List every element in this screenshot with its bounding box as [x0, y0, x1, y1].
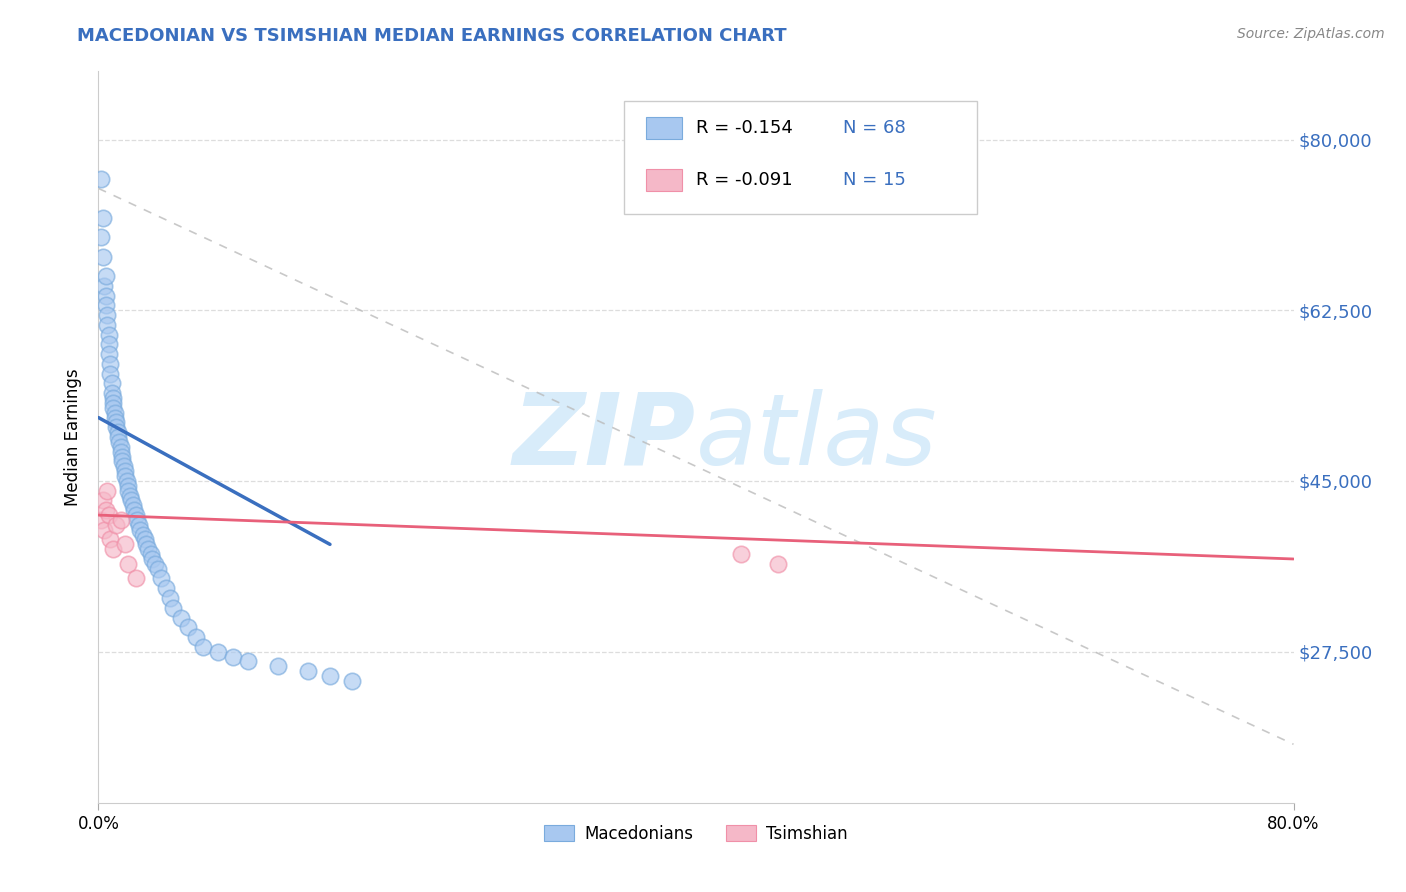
Text: N = 15: N = 15 — [844, 170, 905, 188]
Point — [97, 347, 120, 361]
Point — [114, 469, 136, 483]
Point — [162, 600, 184, 615]
Text: R = -0.091: R = -0.091 — [696, 170, 793, 188]
Point — [159, 591, 181, 605]
Point — [124, 503, 146, 517]
FancyBboxPatch shape — [645, 118, 682, 139]
Point — [127, 513, 149, 527]
FancyBboxPatch shape — [645, 169, 682, 191]
Point — [112, 459, 135, 474]
Point — [103, 396, 125, 410]
Point — [121, 499, 143, 513]
Point — [139, 547, 162, 561]
Text: MACEDONIAN VS TSIMSHIAN MEDIAN EARNINGS CORRELATION CHART: MACEDONIAN VS TSIMSHIAN MEDIAN EARNINGS … — [77, 27, 787, 45]
Point — [93, 523, 115, 537]
Point — [129, 523, 152, 537]
Point — [125, 572, 148, 586]
Point — [105, 517, 128, 532]
Point — [103, 391, 125, 405]
Text: R = -0.154: R = -0.154 — [696, 120, 793, 137]
Point — [117, 479, 139, 493]
Point — [135, 537, 157, 551]
Point — [111, 454, 134, 468]
Point — [104, 406, 127, 420]
Point — [120, 493, 142, 508]
Point — [98, 357, 122, 371]
Text: atlas: atlas — [696, 389, 938, 485]
Point — [115, 474, 138, 488]
Point — [143, 557, 166, 571]
Point — [110, 444, 132, 458]
Point — [766, 557, 789, 571]
Point — [132, 527, 155, 541]
Point — [110, 513, 132, 527]
Point — [90, 171, 112, 186]
Point — [93, 279, 115, 293]
Point — [103, 542, 125, 557]
Point — [97, 508, 120, 522]
Text: ZIP: ZIP — [513, 389, 696, 485]
Point — [105, 416, 128, 430]
Point — [97, 327, 120, 342]
Point — [177, 620, 200, 634]
Point — [342, 673, 364, 688]
Point — [207, 645, 229, 659]
Point — [118, 489, 141, 503]
Point — [94, 503, 117, 517]
Point — [98, 367, 122, 381]
Point — [319, 669, 342, 683]
Point — [94, 269, 117, 284]
Point — [91, 211, 114, 225]
Point — [91, 250, 114, 264]
Point — [103, 401, 125, 415]
Point — [117, 483, 139, 498]
Point — [136, 542, 159, 557]
Point — [104, 410, 127, 425]
Point — [267, 659, 290, 673]
Point — [114, 464, 136, 478]
Point — [90, 513, 112, 527]
Point — [111, 450, 134, 464]
Point — [134, 533, 156, 547]
Point — [155, 581, 177, 595]
Point — [222, 649, 245, 664]
Point — [730, 547, 752, 561]
Text: Source: ZipAtlas.com: Source: ZipAtlas.com — [1237, 27, 1385, 41]
Point — [94, 288, 117, 302]
Point — [90, 230, 112, 244]
Point — [107, 425, 129, 440]
Legend: Macedonians, Tsimshian: Macedonians, Tsimshian — [537, 818, 855, 849]
Point — [110, 440, 132, 454]
Point — [150, 572, 173, 586]
Y-axis label: Median Earnings: Median Earnings — [65, 368, 83, 506]
Point — [148, 562, 170, 576]
Point — [97, 337, 120, 351]
Point — [101, 386, 124, 401]
Point — [96, 318, 118, 332]
Point — [107, 430, 129, 444]
Point — [96, 483, 118, 498]
Point — [114, 537, 136, 551]
Point — [96, 308, 118, 322]
Point — [184, 630, 207, 644]
Point — [94, 298, 117, 312]
Point — [101, 376, 124, 391]
FancyBboxPatch shape — [624, 101, 977, 214]
Point — [236, 654, 259, 668]
Point — [105, 420, 128, 434]
Point — [191, 640, 214, 654]
Point — [108, 434, 131, 449]
Point — [169, 610, 191, 624]
Point — [128, 517, 150, 532]
Point — [117, 557, 139, 571]
Text: N = 68: N = 68 — [844, 120, 905, 137]
Point — [125, 508, 148, 522]
Point — [297, 664, 319, 678]
Point — [98, 533, 122, 547]
Point — [141, 552, 163, 566]
Point — [91, 493, 114, 508]
